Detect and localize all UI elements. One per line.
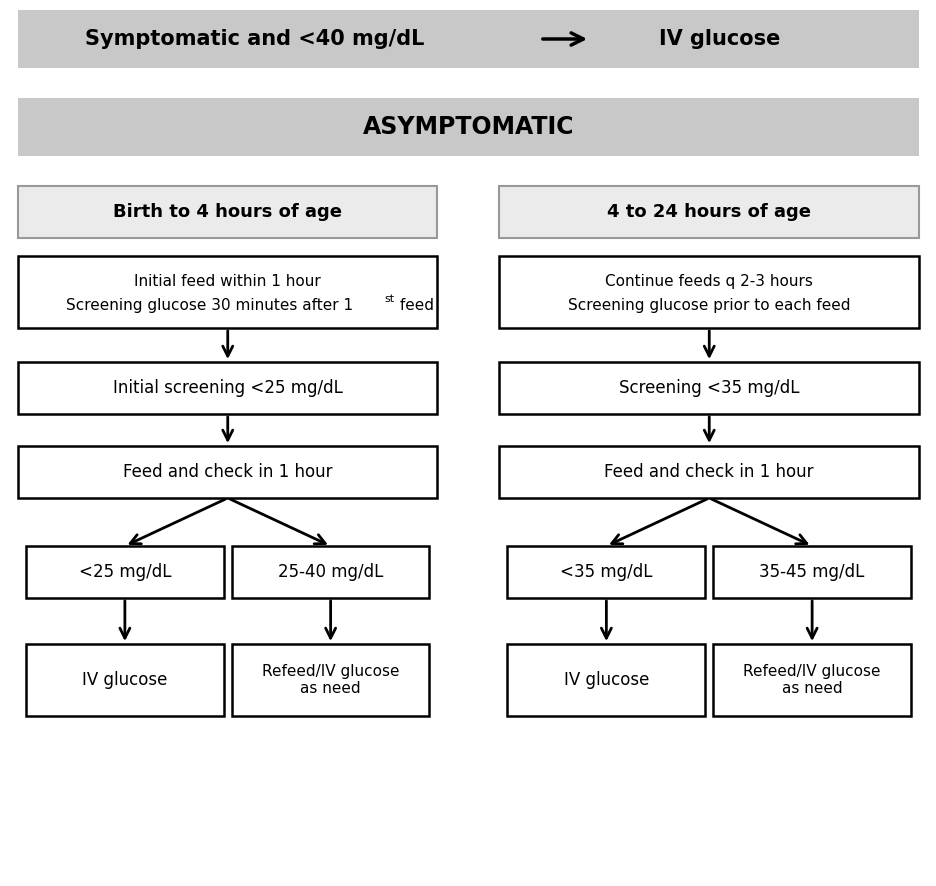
Text: ASYMPTOMATIC: ASYMPTOMATIC xyxy=(362,115,574,139)
Bar xyxy=(499,186,918,238)
Text: Symptomatic and <40 mg/dL: Symptomatic and <40 mg/dL xyxy=(85,29,424,49)
Text: Screening <35 mg/dL: Screening <35 mg/dL xyxy=(619,379,798,397)
Bar xyxy=(26,644,224,716)
Text: Birth to 4 hours of age: Birth to 4 hours of age xyxy=(113,203,342,221)
Text: Refeed/IV glucose
as need: Refeed/IV glucose as need xyxy=(261,664,399,696)
Bar xyxy=(499,256,918,328)
Bar xyxy=(712,546,910,598)
Text: Feed and check in 1 hour: Feed and check in 1 hour xyxy=(123,463,332,481)
Text: Screening glucose prior to each feed: Screening glucose prior to each feed xyxy=(567,298,850,313)
Text: Initial screening <25 mg/dL: Initial screening <25 mg/dL xyxy=(112,379,343,397)
Bar xyxy=(507,644,705,716)
Bar xyxy=(26,546,224,598)
Text: IV glucose: IV glucose xyxy=(563,671,649,689)
Text: Initial feed within 1 hour: Initial feed within 1 hour xyxy=(134,274,321,289)
Text: IV glucose: IV glucose xyxy=(659,29,780,49)
Bar xyxy=(18,256,437,328)
Text: IV glucose: IV glucose xyxy=(82,671,168,689)
Bar xyxy=(231,644,429,716)
Text: feed: feed xyxy=(394,298,433,313)
Text: 35-45 mg/dL: 35-45 mg/dL xyxy=(758,563,864,581)
Text: <25 mg/dL: <25 mg/dL xyxy=(79,563,171,581)
Text: Feed and check in 1 hour: Feed and check in 1 hour xyxy=(604,463,813,481)
Text: 25-40 mg/dL: 25-40 mg/dL xyxy=(278,563,383,581)
Bar xyxy=(712,644,910,716)
Bar xyxy=(507,546,705,598)
Bar xyxy=(18,446,437,498)
Bar xyxy=(18,186,437,238)
Text: Screening glucose 30 minutes after 1: Screening glucose 30 minutes after 1 xyxy=(66,298,353,313)
Bar xyxy=(18,362,437,414)
Text: Refeed/IV glucose
as need: Refeed/IV glucose as need xyxy=(742,664,880,696)
Text: st: st xyxy=(385,294,394,304)
Bar xyxy=(18,98,918,156)
Text: <35 mg/dL: <35 mg/dL xyxy=(560,563,652,581)
Bar xyxy=(231,546,429,598)
Bar xyxy=(499,446,918,498)
Bar xyxy=(499,362,918,414)
Text: Continue feeds q 2-3 hours: Continue feeds q 2-3 hours xyxy=(605,274,812,289)
Text: 4 to 24 hours of age: 4 to 24 hours of age xyxy=(607,203,811,221)
Bar xyxy=(18,10,918,68)
